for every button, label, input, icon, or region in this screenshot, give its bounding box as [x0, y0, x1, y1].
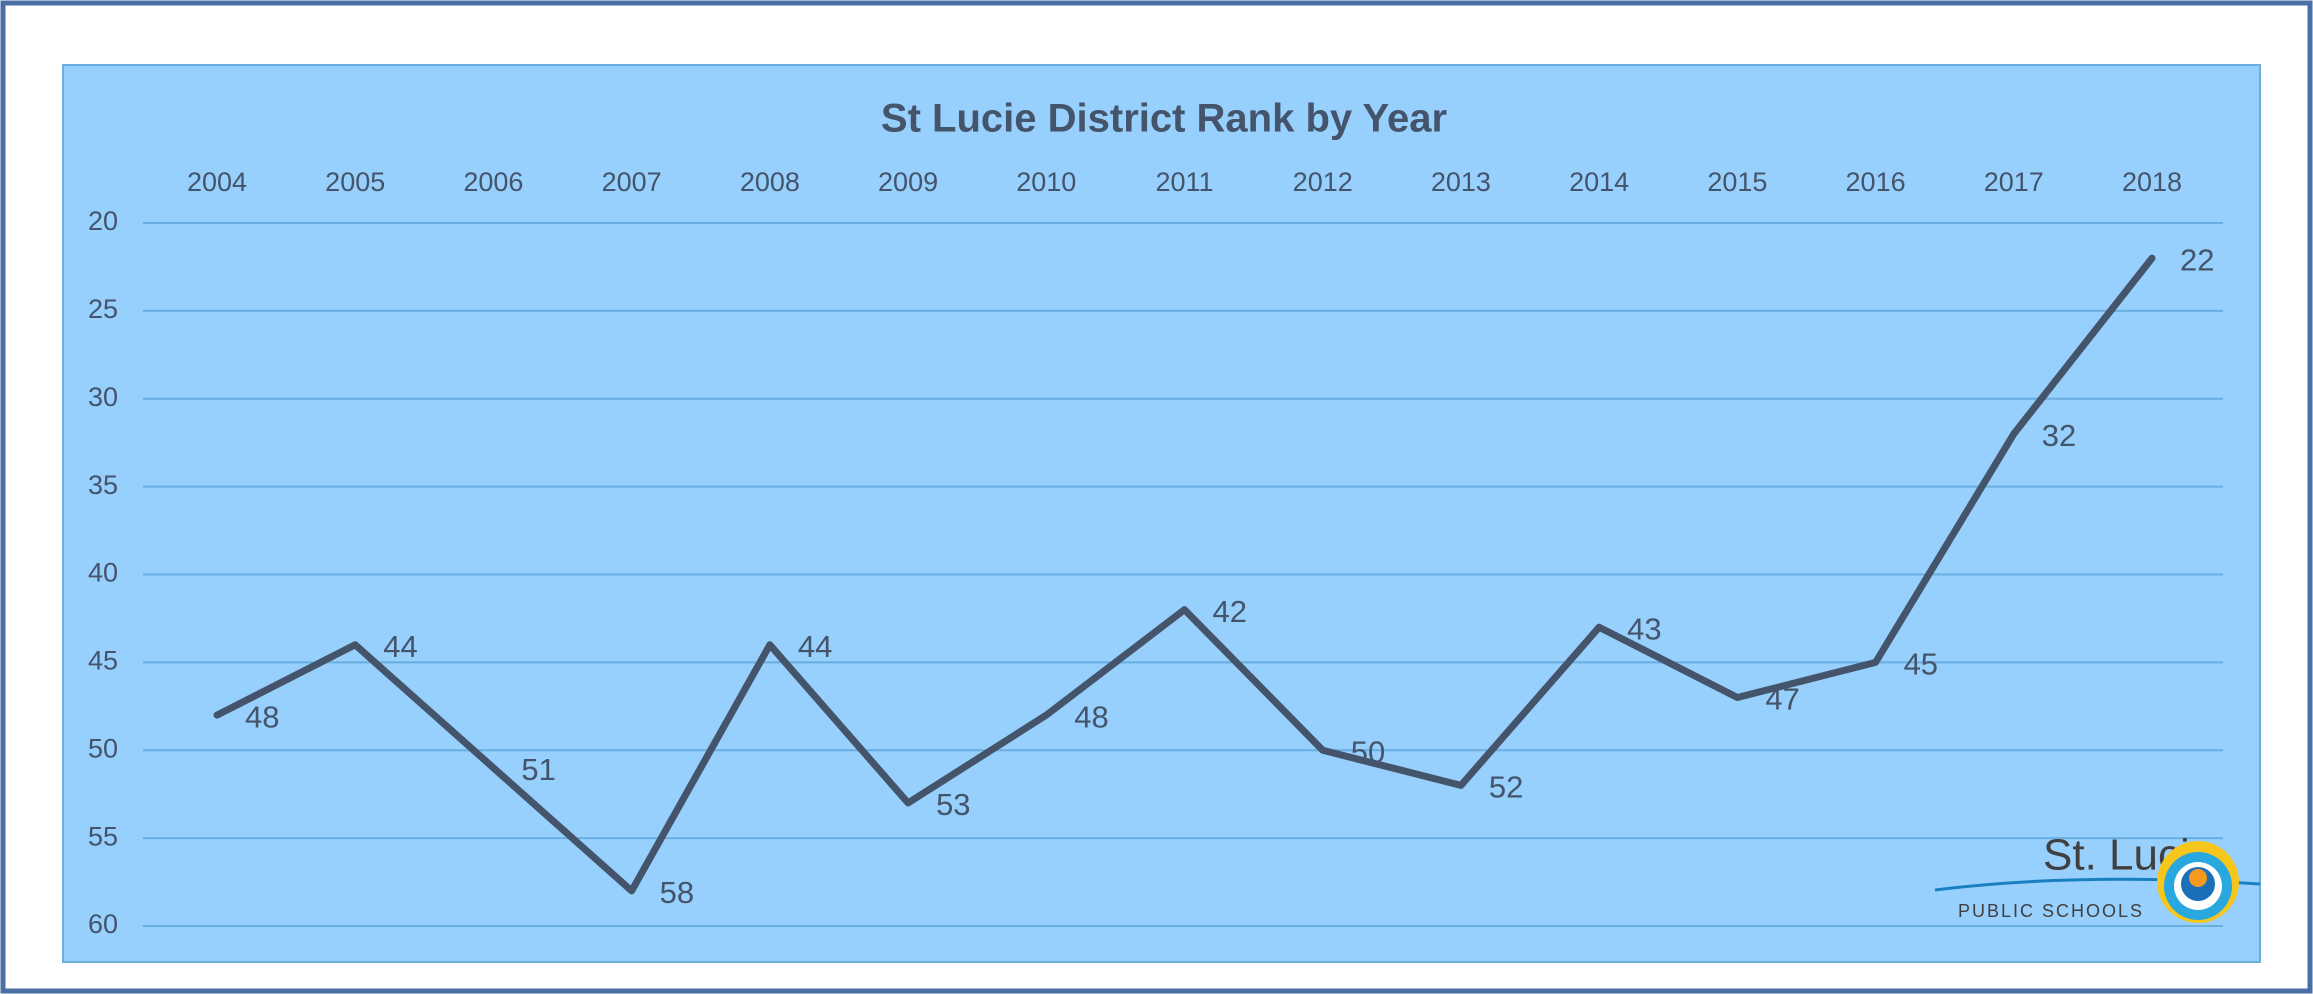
x-tick-label: 2009: [878, 167, 938, 197]
x-tick-label: 2017: [1984, 167, 2044, 197]
line: [213, 254, 2156, 895]
y-tick-label: 25: [88, 294, 118, 324]
data-label: 52: [1489, 770, 1523, 805]
y-tick-label: 40: [88, 558, 118, 588]
x-tick-label: 2007: [602, 167, 662, 197]
x-tick-label: 2010: [1016, 167, 1076, 197]
y-tick-label: 30: [88, 382, 118, 412]
y-tick-label: 35: [88, 470, 118, 500]
data-label: 22: [2180, 242, 2214, 277]
logo: St. Lucie PUBLIC SCHOOLS: [1934, 831, 2261, 923]
x-tick-label: 2011: [1155, 167, 1213, 197]
data-label: 53: [936, 787, 970, 822]
data-label: 43: [1627, 611, 1661, 646]
data-label: 32: [2042, 418, 2076, 453]
chart-title: St Lucie District Rank by Year: [881, 97, 1447, 141]
x-tick-label: 2014: [1569, 167, 1629, 197]
y-tick-label: 45: [88, 646, 118, 676]
data-label: 42: [1213, 594, 1247, 629]
x-tick-label: 2004: [187, 167, 247, 197]
y-tick-label: 60: [88, 909, 118, 939]
x-tick-label: 2012: [1293, 167, 1353, 197]
data-label: 48: [245, 699, 279, 734]
x-tick-label: 2016: [1846, 167, 1906, 197]
y-tick-label: 55: [88, 821, 118, 851]
plot-panel: [62, 64, 2261, 963]
x-tick-label: 2008: [740, 167, 800, 197]
x-tick-label: 2015: [1707, 167, 1767, 197]
x-tick-label: 2013: [1431, 167, 1491, 197]
logo-subtitle: PUBLIC SCHOOLS: [1958, 901, 2144, 921]
x-tick-label: 2018: [2122, 167, 2182, 197]
data-label: 58: [660, 875, 694, 910]
data-label: 50: [1351, 734, 1385, 769]
data-label: 45: [1904, 647, 1938, 682]
y-tick-label: 20: [88, 206, 118, 236]
data-label: 47: [1765, 682, 1799, 717]
data-label: 44: [383, 629, 417, 664]
plot: 20 25 30 35 40 45 50 55 60 2004 2005 2006 2007 2008 20…: [88, 167, 2223, 939]
data-label: 44: [798, 629, 832, 664]
x-tick-label: 2005: [325, 167, 385, 197]
y-tick-label: 50: [88, 733, 118, 763]
x-tick-label: 2006: [463, 167, 523, 197]
data-label: 51: [521, 752, 555, 787]
data-label: 48: [1074, 699, 1108, 734]
logo-dot: [2189, 869, 2207, 887]
